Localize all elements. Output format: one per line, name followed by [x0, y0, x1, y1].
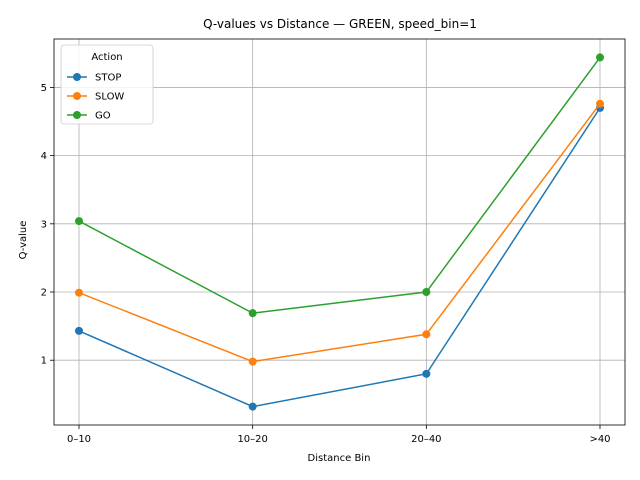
data-point-go [75, 217, 83, 226]
legend-label-go: GO [95, 111, 111, 122]
legend-label-stop: STOP [95, 73, 121, 84]
plot-frame [53, 38, 626, 426]
y-tick-label: 1 [41, 356, 47, 367]
data-point-go [248, 309, 257, 318]
legend-swatch-marker [73, 73, 81, 81]
x-tick-label: >40 [589, 434, 610, 445]
y-tick-label: 4 [41, 151, 47, 162]
data-point-stop [248, 402, 257, 411]
legend-box [60, 44, 154, 125]
y-axis-title: Q-value [18, 221, 29, 260]
x-tick-label: 0–10 [67, 434, 91, 445]
legend-title: Action [91, 52, 122, 63]
series-line-go [78, 56, 601, 314]
data-point-go [596, 53, 604, 62]
y-tick-label: 3 [41, 219, 47, 230]
axes: 0–10 10–20 20–40 >40 1 2 3 4 5 [41, 38, 626, 445]
data-point-slow [596, 99, 604, 108]
x-tick-label: 20–40 [411, 434, 441, 445]
series-line-slow [78, 103, 601, 363]
data-point-slow [75, 288, 83, 297]
series-line-stop [78, 107, 601, 408]
data-point-slow [422, 330, 431, 339]
series [75, 53, 604, 411]
legend-label-slow: SLOW [95, 92, 124, 103]
y-tick-label: 5 [41, 83, 47, 94]
legend-swatch-marker [73, 111, 81, 119]
chart-title: Q-values vs Distance — GREEN, speed_bin=… [203, 17, 477, 31]
x-axis-title: Distance Bin [308, 453, 371, 464]
y-tick-label: 2 [41, 288, 47, 299]
data-point-stop [422, 369, 431, 378]
data-point-stop [75, 326, 83, 335]
data-point-slow [248, 357, 257, 366]
x-tick-label: 10–20 [237, 434, 267, 445]
legend-swatch-marker [73, 92, 81, 100]
data-point-go [422, 288, 431, 297]
legend: Action STOP SLOW GO [60, 44, 154, 125]
